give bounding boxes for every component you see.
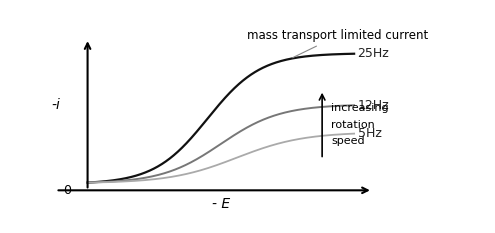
Text: increasing: increasing <box>332 103 389 113</box>
Text: mass transport limited current: mass transport limited current <box>248 29 429 58</box>
Text: 0: 0 <box>63 184 72 197</box>
Text: speed: speed <box>332 136 365 146</box>
Text: 25Hz: 25Hz <box>357 47 390 60</box>
Text: rotation: rotation <box>332 120 375 130</box>
Text: -i: -i <box>51 98 60 112</box>
Text: - E: - E <box>212 198 230 212</box>
Text: 5Hz: 5Hz <box>357 127 382 140</box>
Text: 12Hz: 12Hz <box>357 99 389 112</box>
